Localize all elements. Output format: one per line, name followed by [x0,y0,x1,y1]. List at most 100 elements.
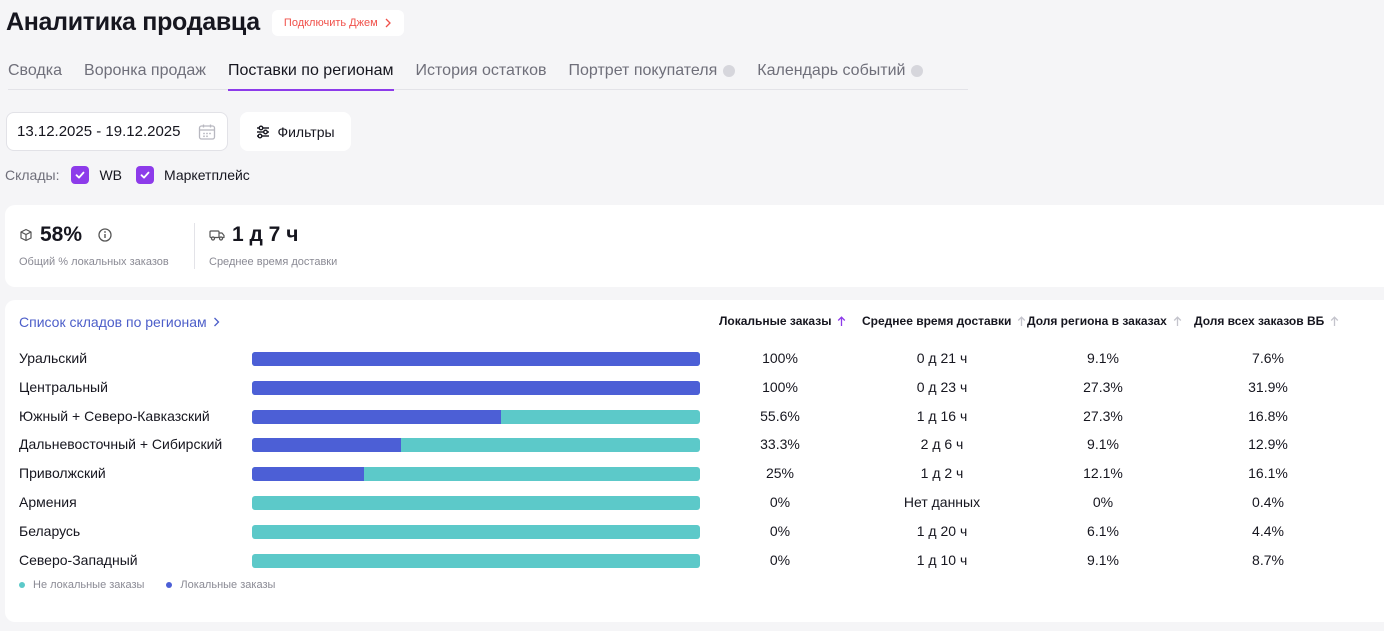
tab-label: Поставки по регионам [227,62,394,79]
local-orders-bar [252,524,700,539]
legend-dot-non-local [19,582,25,588]
region-share-value: 0% [1092,494,1114,510]
local-orders-bar [252,438,700,453]
box-icon [20,228,32,242]
table-row[interactable]: Армения 0% Нет данных 0% 0.4% [5,491,1384,515]
connect-jam-label: Подключить Джем [283,16,378,29]
local-orders-bar [252,409,700,424]
warehouses-by-region-label: Список складов по регионам [19,314,207,330]
table-row[interactable]: Дальневосточный + Сибирский 33.3% 2 д 6 ч 9… [5,433,1384,457]
wb-share-value: 16.1% [1248,465,1288,482]
column-label: Локальные заказы [719,314,832,328]
analytics-tabs: Сводка Воронка продаж Поставки по регион… [8,58,968,91]
table-row[interactable]: Южный + Северо-Кавказский 55.6% 1 д 16 ч 27… [5,405,1384,429]
metric-divider [194,223,195,269]
local-orders-bar [252,553,700,568]
tab-label: Воронка продаж [84,62,206,79]
table-row[interactable]: Беларусь 0% 1 д 20 ч 6.1% 4.4% [5,520,1384,544]
column-wb-share[interactable]: Доля всех заказов ВБ [1194,314,1339,328]
column-label: Доля всех заказов ВБ [1194,314,1325,328]
tab-label: История остатков [415,62,547,79]
date-range-input[interactable]: 13.12.2025 - 19.12.2025 [6,112,228,151]
date-range-value: 13.12.2025 - 19.12.2025 [17,123,181,140]
local-share-label: Общий % локальных заказов [19,256,169,268]
wb-share-value: 8.7% [1252,551,1284,568]
wb-share-value: 12.9% [1248,436,1288,453]
local-orders-bar [252,352,700,366]
filters-button[interactable]: Фильтры [240,112,351,151]
region-name: Уральский [19,350,88,366]
column-local-orders[interactable]: Локальные заказы [719,314,846,328]
connect-jam-button[interactable]: Подключить Джем [271,9,404,36]
tab-label: Календарь событий [757,62,906,79]
summary-card: 58% Общий % локальных заказов 1 д 7 ч Ср… [5,205,1384,287]
wb-share-value: 7.6% [1252,350,1284,366]
chevron-right-icon [213,317,220,327]
checkmark-icon [76,171,85,179]
legend-dot-local [166,582,173,588]
tab-regional-supplies[interactable]: Поставки по регионам [227,58,394,91]
wb-share-value: 4.4% [1252,522,1284,539]
status-dot-icon [911,65,924,77]
avg-delivery-value: Нет данных [903,494,981,510]
region-share-value: 12.1% [1083,465,1123,482]
tab-label: Портрет покупателя [568,62,718,79]
tab-events-calendar[interactable]: Календарь событий [757,58,924,90]
checkbox-wb[interactable] [71,166,90,184]
chevron-right-icon [385,18,391,27]
local-orders-value: 100% [762,378,798,395]
filters-label: Фильтры [277,123,335,140]
wb-share-value: 0.4% [1252,494,1284,510]
avg-delivery-value: 1 д 10 ч [916,551,968,568]
table-row[interactable]: Приволжский 25% 1 д 2 ч 12.1% 16.1% [5,462,1384,486]
calendar-icon[interactable] [197,122,217,142]
sort-arrow-up-icon [1017,315,1026,327]
tab-label: Сводка [8,62,63,79]
local-orders-bar [252,496,700,510]
checkmark-icon [140,171,150,179]
table-row[interactable]: Северо-Западный 0% 1 д 10 ч 9.1% 8.7% [5,549,1384,573]
region-share-value: 9.1% [1087,350,1119,366]
warehouses-by-region-link[interactable]: Список складов по регионам [19,314,220,330]
page-title: Аналитика продавца [6,8,260,36]
local-orders-value: 25% [765,465,795,482]
local-share-value: 58% [40,223,83,246]
info-icon[interactable] [97,227,113,243]
column-avg-delivery[interactable]: Среднее время доставки [862,314,1026,328]
checkbox-label-wb: WB [99,167,123,183]
warehouses-label: Склады: [5,167,60,183]
tab-stock-history[interactable]: История остатков [416,58,547,90]
tab-summary[interactable]: Сводка [8,58,62,90]
tab-sales-funnel[interactable]: Воронка продаж [84,58,206,90]
avg-delivery-value: 1 д 16 ч [916,407,968,424]
checkbox-marketplace[interactable] [136,166,155,184]
region-share-value: 27.3% [1083,378,1123,395]
local-orders-value: 55.6% [760,407,800,424]
region-name: Армения [19,494,77,510]
sort-arrow-up-icon [837,315,846,327]
legend-item-non-local: Не локальные заказы [19,579,144,591]
avg-delivery-value: 1 д 20 ч [916,522,968,539]
avg-delivery-value: 0 д 21 ч [916,350,968,366]
avg-delivery-value: 0 д 23 ч [916,378,968,395]
status-dot-icon [723,65,736,77]
legend-label: Локальные заказы [180,579,276,591]
local-orders-value: 33.3% [760,436,800,453]
delivery-time-value: 1 д 7 ч [232,223,299,246]
region-name: Южный + Северо-Кавказский [19,407,210,424]
wb-share-value: 31.9% [1248,378,1288,395]
local-share-metric: 58% Общий % локальных заказов [19,223,169,268]
column-region-share[interactable]: Доля региона в заказах [1027,314,1182,328]
region-name: Северо-Западный [19,551,138,568]
legend-item-local: Локальные заказы [166,579,275,591]
region-share-value: 27.3% [1083,407,1123,424]
table-row[interactable]: Уральский 100% 0 д 21 ч 9.1% 7.6% [5,347,1384,371]
local-orders-bar-fill [252,352,700,366]
avg-delivery-value: 2 д 6 ч [920,436,964,453]
region-share-value: 6.1% [1087,522,1119,539]
tab-buyer-portrait[interactable]: Портрет покупателя [569,58,736,90]
sort-arrow-up-icon [1173,315,1182,327]
local-orders-bar-fill [252,438,401,453]
bar-legend: Не локальные заказы Локальные заказы [19,579,297,591]
table-row[interactable]: Центральный 100% 0 д 23 ч 27.3% 31.9% [5,376,1384,400]
